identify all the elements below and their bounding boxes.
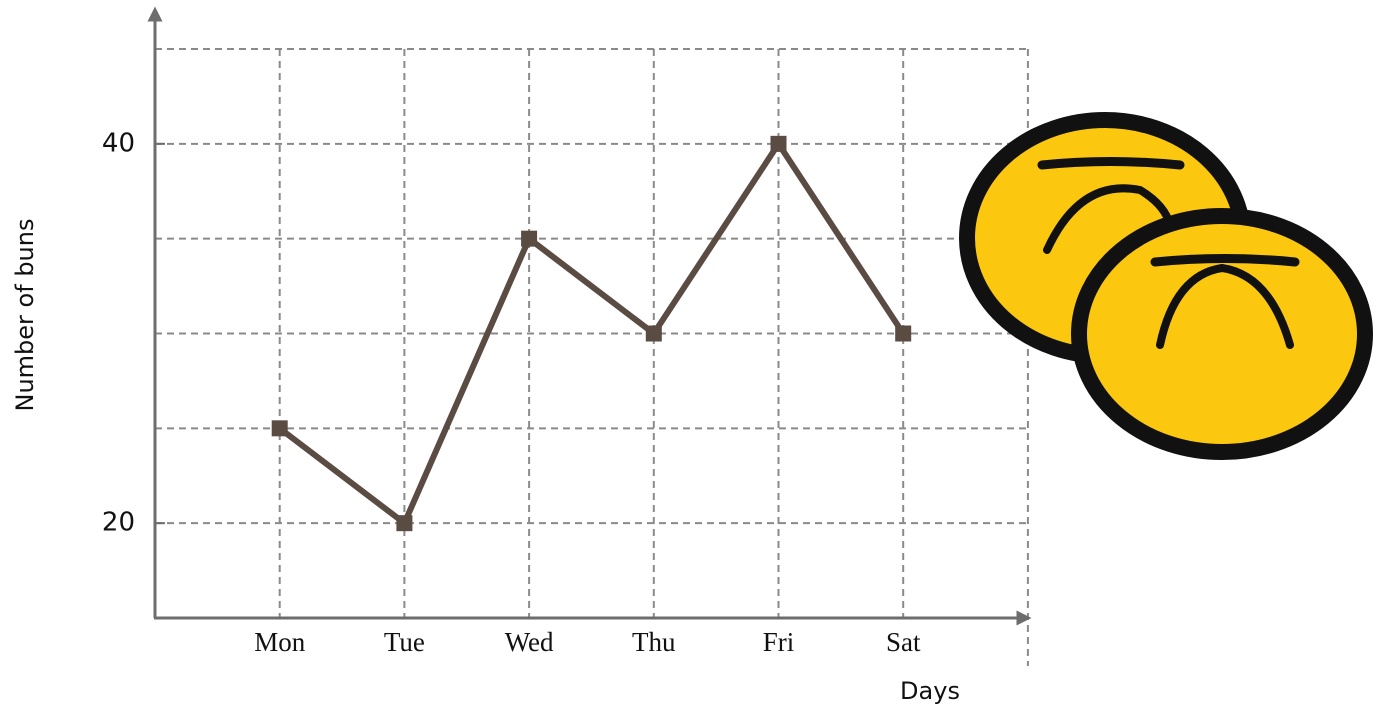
y-tick-label: 40	[102, 128, 135, 158]
y-tick-label: 20	[102, 508, 135, 538]
x-tick-label: Tue	[384, 627, 425, 657]
y-axis-title: Number of buns	[11, 219, 39, 412]
x-tick-label: Mon	[254, 627, 306, 657]
data-point	[895, 326, 911, 342]
bun-illustration	[967, 120, 1365, 452]
page: {"chart_data": {"type": "line", "x_label…	[0, 0, 1380, 711]
grid	[155, 49, 1028, 666]
data-point	[272, 420, 288, 436]
x-tick-label: Thu	[632, 627, 676, 657]
x-tick-label: Fri	[763, 627, 795, 657]
data-point	[396, 515, 412, 531]
chart: Number of buns Days 20 40 Mon Tue Wed Thu Fri S…	[0, 0, 1380, 711]
x-tick-label: Sat	[886, 627, 921, 657]
data-point	[521, 231, 537, 247]
x-axis-title: Days	[900, 677, 960, 705]
data-point	[646, 326, 662, 342]
data-point	[771, 136, 787, 152]
x-tick-label: Wed	[505, 627, 554, 657]
